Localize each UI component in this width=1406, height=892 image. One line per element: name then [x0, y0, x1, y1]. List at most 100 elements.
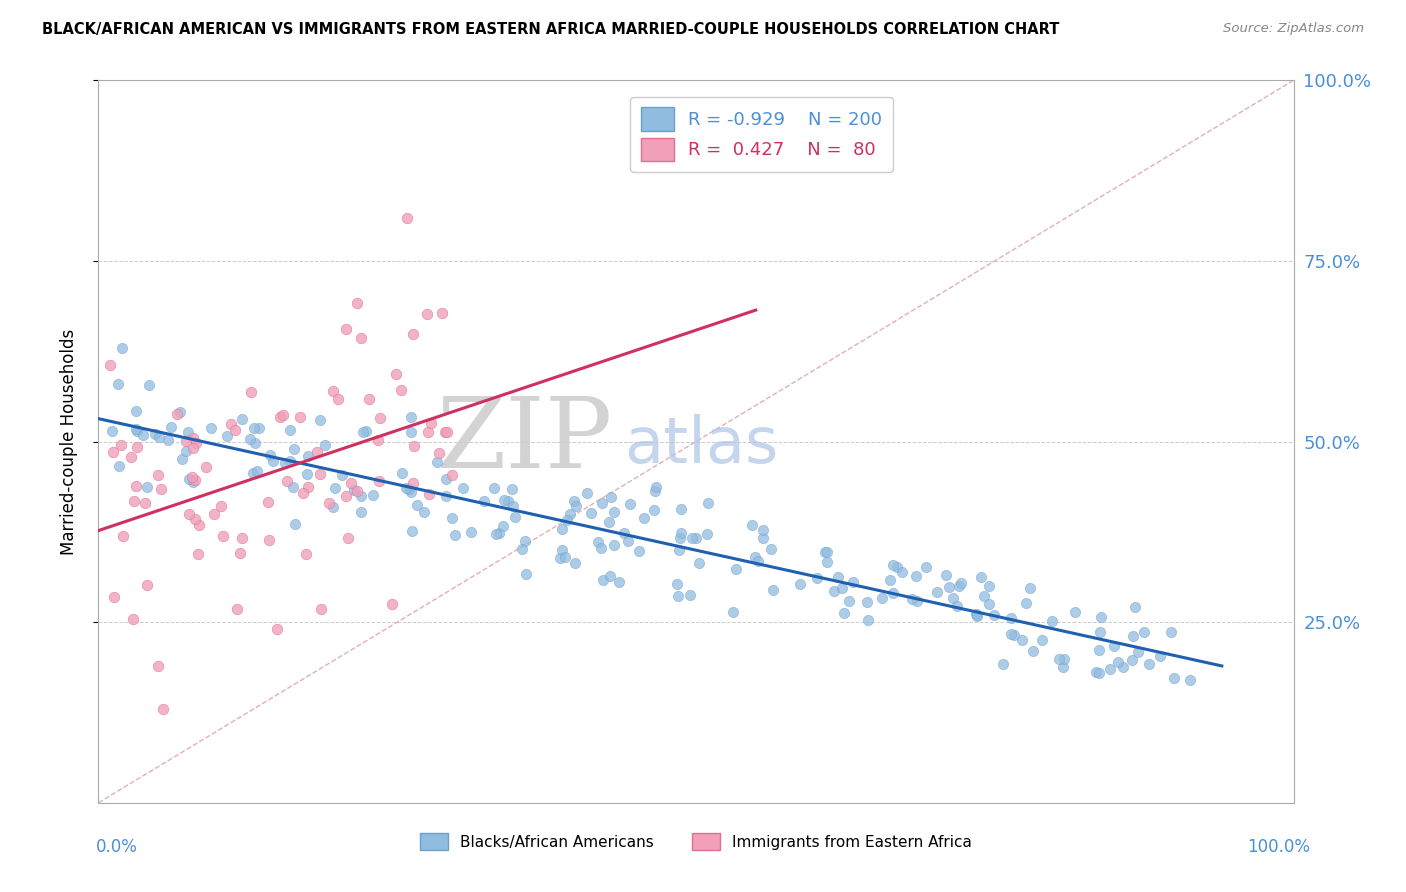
Point [1163, 671, 1185, 685]
Point [550, 522, 572, 536]
Point [891, 566, 914, 580]
Point [399, 409, 422, 424]
Point [122, 612, 145, 626]
Point [589, 541, 612, 556]
Point [110, 437, 132, 451]
Point [337, 531, 360, 545]
Point [188, 518, 211, 533]
Point [103, 591, 125, 605]
Point [564, 500, 586, 514]
Point [225, 602, 247, 616]
Point [814, 545, 837, 559]
Point [905, 594, 928, 608]
Point [966, 608, 988, 623]
Text: Source: ZipAtlas.com: Source: ZipAtlas.com [1223, 22, 1364, 36]
Point [273, 456, 295, 470]
Point [166, 407, 188, 421]
Point [350, 489, 373, 503]
Point [385, 367, 408, 381]
Point [823, 583, 845, 598]
Point [945, 599, 967, 613]
Point [416, 307, 439, 321]
Point [399, 425, 422, 439]
Point [434, 472, 457, 486]
Point [685, 531, 707, 545]
Point [368, 474, 391, 488]
Point [297, 479, 319, 493]
Point [152, 702, 174, 716]
Point [879, 573, 901, 587]
Point [644, 483, 666, 498]
Point [1002, 628, 1025, 642]
Point [326, 392, 349, 406]
Point [184, 435, 207, 450]
Point [1000, 626, 1022, 640]
Point [181, 431, 204, 445]
Point [343, 483, 366, 497]
Point [492, 493, 515, 508]
Point [599, 568, 621, 582]
Point [412, 505, 434, 519]
Point [430, 306, 453, 320]
Point [666, 576, 689, 591]
Point [228, 546, 250, 560]
Point [209, 499, 232, 513]
Point [645, 481, 668, 495]
Point [586, 535, 609, 549]
Point [322, 500, 344, 514]
Point [762, 583, 785, 598]
Point [761, 541, 783, 556]
Point [1053, 652, 1076, 666]
Point [741, 518, 763, 533]
Point [579, 506, 602, 520]
Point [870, 591, 893, 605]
Point [256, 494, 278, 508]
Point [970, 570, 993, 584]
Point [146, 467, 169, 482]
Point [231, 531, 253, 545]
Point [1178, 673, 1201, 687]
Point [149, 482, 172, 496]
Point [834, 606, 856, 620]
Point [1139, 657, 1161, 671]
Point [169, 405, 191, 419]
Text: 100.0%: 100.0% [1247, 838, 1310, 855]
Point [747, 554, 769, 568]
Point [1064, 605, 1087, 619]
Point [359, 392, 381, 406]
Point [842, 575, 865, 590]
Point [977, 578, 1000, 592]
Point [882, 558, 904, 572]
Point [1107, 655, 1129, 669]
Point [125, 440, 148, 454]
Point [724, 562, 747, 576]
Point [977, 597, 1000, 611]
Point [1047, 652, 1070, 666]
Point [669, 501, 692, 516]
Point [451, 481, 474, 495]
Point [688, 557, 710, 571]
Point [1132, 624, 1154, 639]
Point [354, 424, 377, 438]
Point [143, 427, 166, 442]
Point [721, 606, 744, 620]
Point [696, 526, 718, 541]
Point [239, 384, 262, 399]
Point [501, 482, 523, 496]
Point [367, 433, 389, 447]
Point [492, 518, 515, 533]
Point [935, 567, 957, 582]
Point [278, 453, 301, 467]
Point [856, 613, 879, 627]
Point [350, 505, 373, 519]
Point [1126, 645, 1149, 659]
Point [157, 433, 180, 447]
Point [973, 590, 995, 604]
Point [515, 566, 537, 581]
Point [1121, 653, 1143, 667]
Point [1000, 611, 1022, 625]
Point [136, 480, 159, 494]
Point [1011, 633, 1033, 648]
Point [436, 425, 458, 440]
Text: ZIP: ZIP [436, 393, 613, 490]
